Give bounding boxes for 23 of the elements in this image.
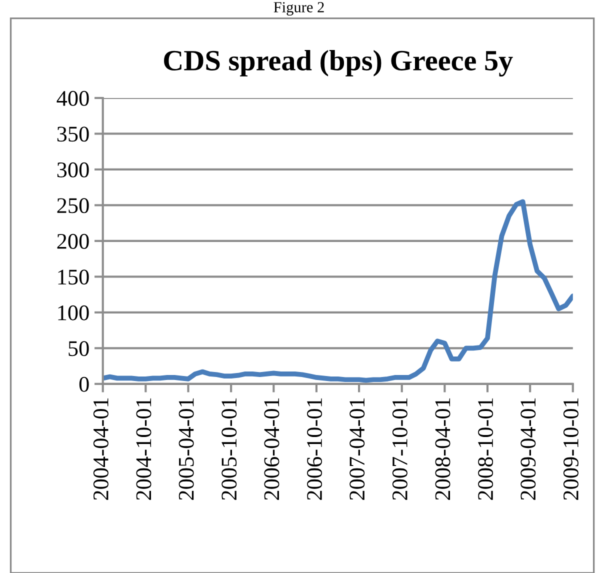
y-tick-label: 250 (57, 198, 89, 214)
x-tick-label: 2005-04-01 (178, 398, 194, 500)
y-tick-label: 150 (58, 270, 89, 285)
x-tick-label: 2009-04-01 (520, 398, 536, 500)
y-tick-label: 200 (57, 234, 89, 249)
x-tick-label: 2005-10-01 (222, 398, 237, 500)
y-tick-label: 300 (57, 162, 89, 178)
y-tick-label: 400 (56, 90, 89, 106)
x-tick-label: 2004-10-01 (136, 398, 152, 500)
x-tick-label: 2008-10-01 (478, 398, 494, 500)
x-tick-label: 2008-04-01 (435, 398, 450, 500)
caption: Figure 2 (274, 2, 324, 16)
x-tick-label: 2007-04-01 (350, 398, 365, 500)
y-tick-label: 350 (57, 126, 89, 142)
y-tick-label: 50 (68, 341, 89, 356)
x-tick-label: 2007-10-01 (392, 398, 408, 500)
y-tick-label: 0 (79, 376, 89, 392)
y-tick-label: 100 (58, 305, 89, 320)
chart-title: CDS spread (bps) Greece 5y (164, 50, 513, 76)
x-tick-label: 2006-10-01 (307, 398, 322, 500)
x-tick-label: 2006-04-01 (264, 398, 280, 500)
x-tick-label: 2004-04-01 (93, 398, 108, 500)
x-tick-label: 2009-10-01 (563, 398, 578, 500)
